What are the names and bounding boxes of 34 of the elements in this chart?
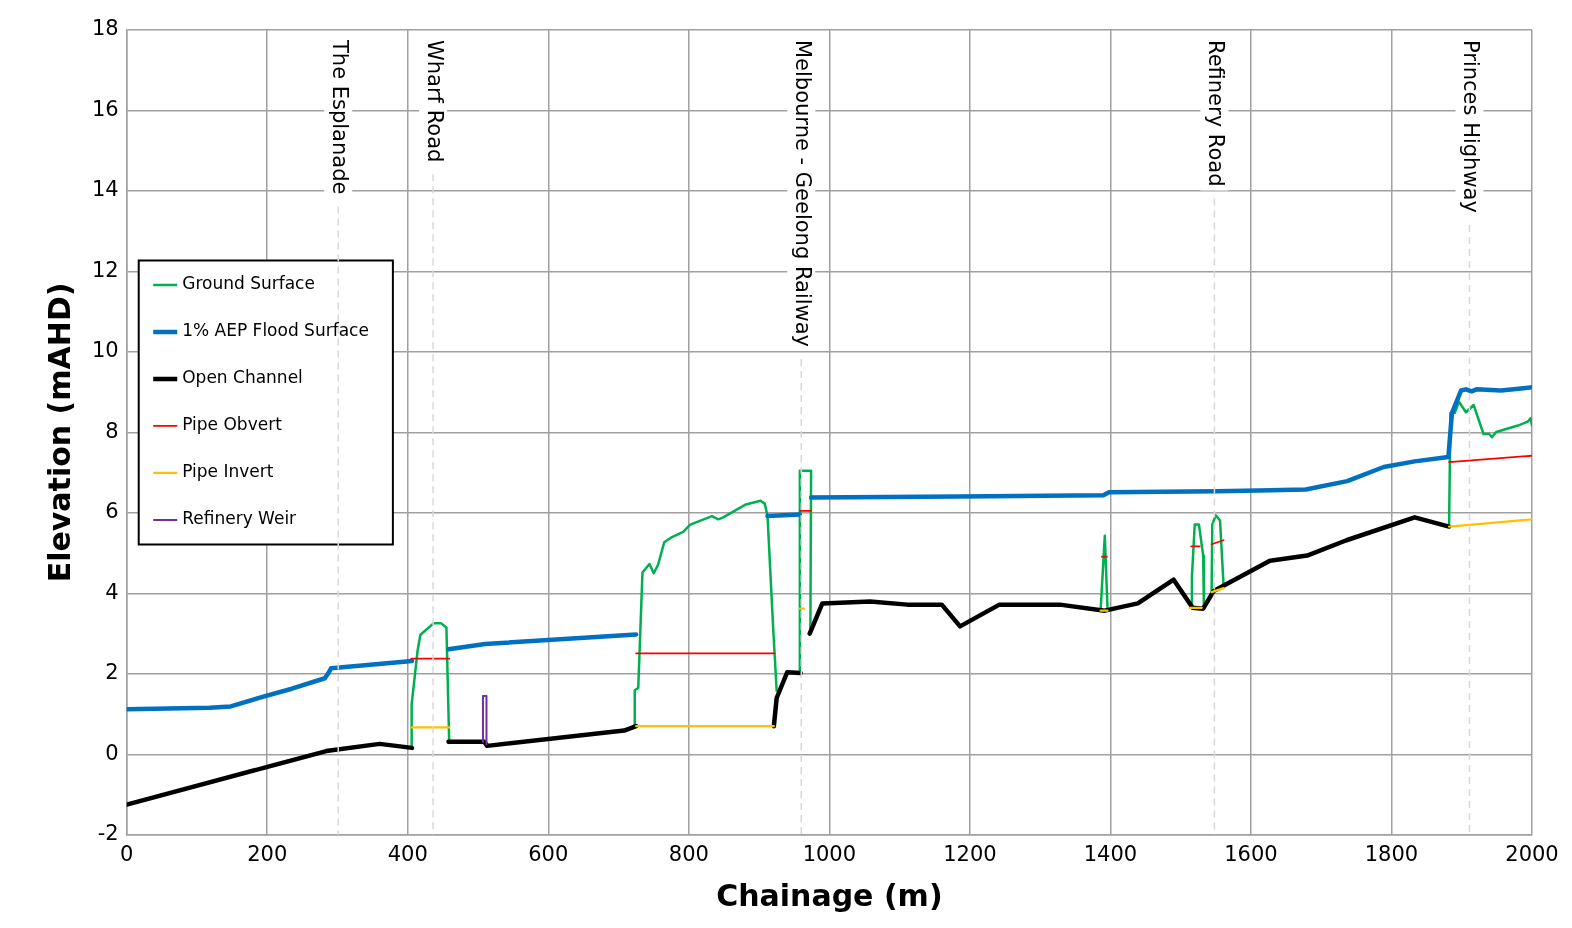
legend-label: Refinery Weir: [182, 508, 297, 529]
y-tick-label: 8: [105, 418, 119, 443]
y-tick-label: -2: [97, 821, 119, 846]
y-tick-label: 2: [105, 660, 119, 685]
y-tick-label: 14: [91, 177, 119, 202]
ref-line-label: Wharf Road: [422, 40, 447, 163]
x-tick-label: 1800: [1364, 841, 1419, 866]
y-tick-label: 4: [105, 579, 119, 604]
legend-label: Open Channel: [182, 367, 303, 388]
ref-line-label: The Esplanade: [327, 39, 352, 195]
x-tick-label: 200: [247, 841, 288, 866]
ref-line-label: Princes Highway: [1459, 40, 1484, 213]
ref-line-label: Refinery Road: [1203, 40, 1228, 187]
x-tick-label: 1200: [943, 841, 997, 866]
x-tick-label: 400: [387, 841, 428, 866]
y-tick-label: 16: [91, 96, 119, 121]
x-tick-label: 1000: [802, 841, 857, 866]
y-tick-label: 6: [105, 499, 119, 524]
legend-label: 1% AEP Flood Surface: [182, 320, 369, 341]
y-tick-label: 12: [91, 257, 119, 282]
y-axis-title: Elevation (mAHD): [41, 282, 77, 583]
legend-label: Pipe Invert: [182, 461, 274, 482]
x-tick-label: 800: [668, 841, 709, 866]
y-tick-label: 18: [91, 16, 119, 41]
y-tick-label: 0: [105, 740, 119, 765]
y-tick-label: 10: [91, 338, 119, 363]
x-axis-title: Chainage (m): [716, 877, 943, 913]
x-tick-label: 1600: [1224, 841, 1278, 866]
x-tick-label: 1400: [1083, 841, 1138, 866]
x-tick-label: 600: [528, 841, 569, 866]
ref-line-label: Melbourne - Geelong Railway: [790, 40, 815, 348]
legend-label: Ground Surface: [182, 273, 315, 294]
legend-label: Pipe Obvert: [182, 414, 283, 435]
x-tick-label: 2000: [1505, 841, 1559, 866]
